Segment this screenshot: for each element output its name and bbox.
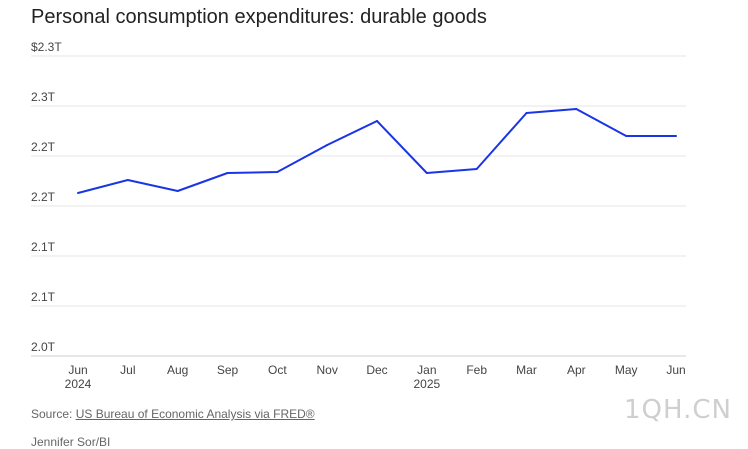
data-point (475, 168, 478, 170)
data-point (226, 172, 229, 174)
data-point (276, 171, 279, 173)
x-tick-year-label: 2025 (413, 377, 440, 391)
data-points (77, 108, 677, 194)
grid-lines (31, 55, 686, 357)
data-point (675, 135, 677, 137)
y-tick-label: 2.3T (31, 90, 56, 104)
data-point (176, 190, 179, 192)
source-link[interactable]: US Bureau of Economic Analysis via FRED® (75, 407, 315, 421)
watermark: 1QH.CN (624, 395, 732, 425)
x-tick-label: Jun (666, 363, 685, 377)
y-tick-label: $2.3T (31, 40, 62, 54)
y-tick-label: 2.1T (31, 290, 56, 304)
data-point (425, 172, 428, 174)
x-tick-label: Dec (366, 363, 387, 377)
data-point (126, 179, 129, 181)
byline: Jennifer Sor/BI (31, 435, 111, 449)
y-axis-ticks: 2.0T 2.1T 2.1T 2.2T 2.2T 2.3T $2.3T (31, 40, 62, 354)
x-tick-year-label: 2024 (65, 377, 92, 391)
x-tick-label: Nov (316, 363, 337, 377)
x-tick-label: Sep (217, 363, 239, 377)
x-tick-label: Aug (167, 363, 188, 377)
x-tick-label: Jul (120, 363, 135, 377)
y-tick-label: 2.1T (31, 240, 56, 254)
x-tick-label: Mar (516, 363, 537, 377)
data-point (326, 144, 329, 146)
x-tick-label: Oct (268, 363, 287, 377)
x-tick-label: Apr (567, 363, 586, 377)
data-point (77, 192, 79, 194)
y-tick-label: 2.2T (31, 140, 56, 154)
data-point (625, 135, 628, 137)
y-tick-label: 2.0T (31, 340, 56, 354)
x-tick-label: Jan (417, 363, 436, 377)
data-point (575, 108, 578, 110)
x-tick-label: Jun (68, 363, 87, 377)
x-tick-label: Feb (466, 363, 487, 377)
x-tick-label: May (615, 363, 638, 377)
data-point (525, 112, 528, 114)
chart-title: Personal consumption expenditures: durab… (31, 6, 487, 28)
source-prefix: Source: (31, 407, 73, 421)
y-tick-label: 2.2T (31, 190, 56, 204)
source-note: Source: US Bureau of Economic Analysis v… (31, 407, 315, 421)
data-point (376, 120, 378, 122)
